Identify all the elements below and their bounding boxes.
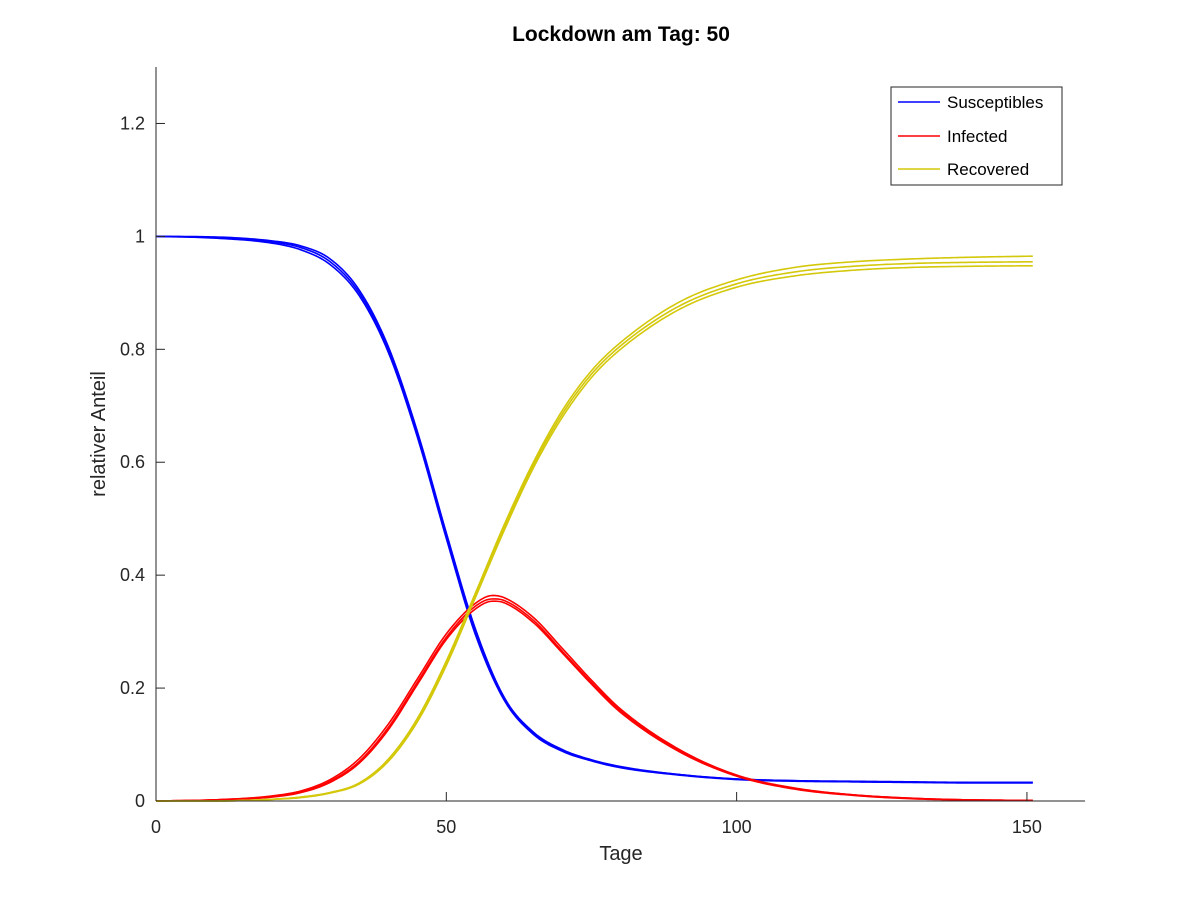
- series-line-infected-run-3: [155, 600, 1033, 802]
- x-tick-label: 0: [151, 817, 161, 837]
- legend-label-susceptibles: Susceptibles: [947, 93, 1043, 112]
- y-tick-label: 1: [135, 226, 145, 246]
- x-tick-label: 100: [722, 817, 752, 837]
- x-axis-label: Tage: [599, 843, 642, 865]
- y-tick-label: 1.2: [120, 113, 145, 133]
- legend-label-infected: Infected: [947, 127, 1008, 146]
- y-axis-label: relativer Anteil: [88, 371, 110, 497]
- y-tick-label: 0.6: [120, 452, 145, 472]
- series-line-susceptibles-run-3: [155, 235, 1033, 784]
- y-tick-label: 0.8: [120, 339, 145, 359]
- y-tick-label: 0.4: [120, 565, 145, 585]
- legend: Susceptibles Infected Recovered: [890, 86, 1063, 186]
- x-ticks: 0 50 100 150: [151, 792, 1042, 837]
- y-tick-label: 0.2: [120, 678, 145, 698]
- x-tick-label: 150: [1012, 817, 1042, 837]
- chart-title: Lockdown am Tag: 50: [512, 23, 730, 46]
- plot-area: 0 50 100 150 0 0.2 0.4 0.6 0.8 1 1.2: [120, 67, 1085, 837]
- x-tick-label: 50: [436, 817, 456, 837]
- y-ticks: 0 0.2 0.4 0.6 0.8 1 1.2: [120, 113, 165, 811]
- legend-label-recovered: Recovered: [947, 160, 1029, 179]
- series-line-recovered-run-3: [156, 255, 1033, 802]
- y-tick-label: 0: [135, 791, 145, 811]
- series-layer: [155, 235, 1033, 802]
